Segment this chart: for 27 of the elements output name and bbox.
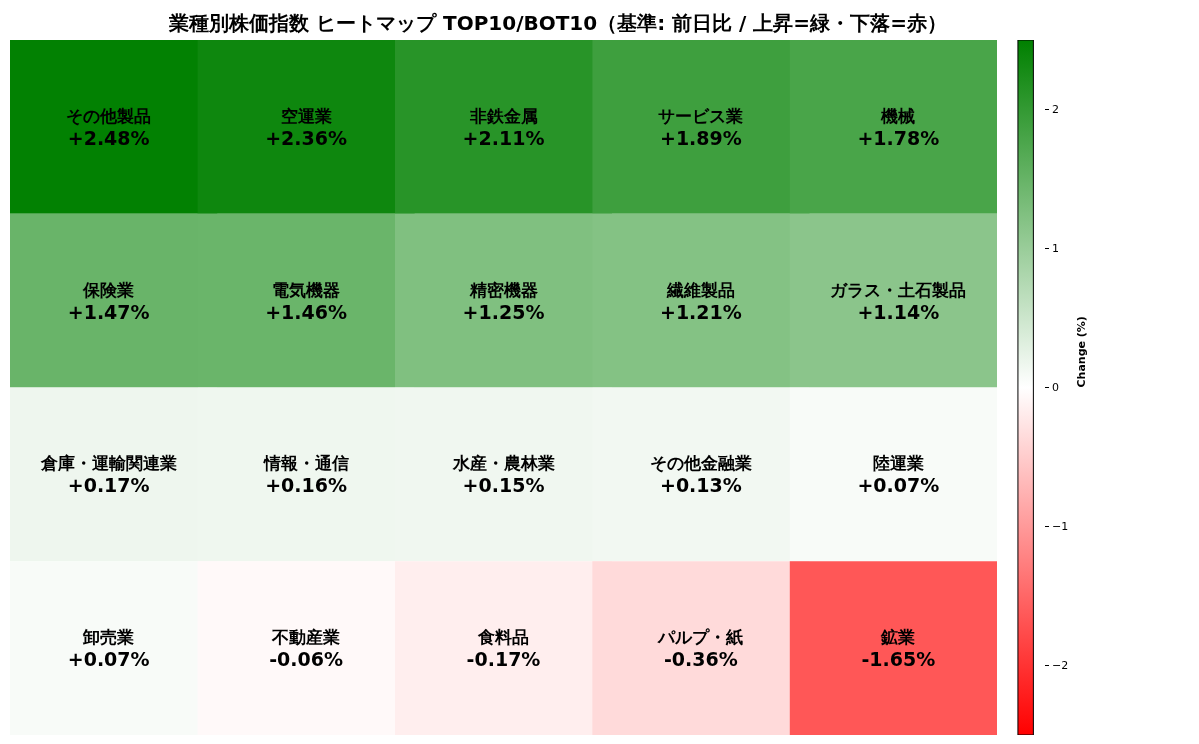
data-label: その他金融業 +0.13%	[649, 453, 752, 497]
data-label: その他製品 +2.48%	[66, 105, 152, 149]
data-label: 空運業 +2.36%	[265, 105, 348, 149]
color-bar-label: −2	[1052, 659, 1069, 672]
data-label: 食料品 -0.17%	[466, 627, 541, 671]
data-label: 機械 +1.78%	[857, 105, 940, 149]
data-label: 陸運業 +0.07%	[857, 453, 940, 497]
color-bar-label: 1	[1052, 242, 1059, 255]
color-bar-title: Change (%)	[1074, 316, 1088, 388]
color-bar-label: −1	[1052, 520, 1069, 533]
data-label: 鉱業 -1.65%	[861, 627, 936, 671]
data-label: 精密機器 +1.25%	[462, 279, 545, 323]
data-label: 水産・農林業 +0.15%	[451, 453, 555, 497]
data-label: 不動産業 -0.06%	[269, 627, 344, 671]
data-label: サービス業 +1.89%	[658, 105, 744, 149]
chart-title: 業種別株価指数 ヒートマップ TOP10/BOT10（基準: 前日比 / 上昇=緑・下落=赤）	[168, 10, 948, 37]
data-label: 情報・通信 +0.16%	[262, 453, 349, 497]
data-label: 繊維製品 +1.21%	[659, 279, 742, 323]
data-label: 卸売業 +0.07%	[67, 627, 150, 671]
data-label: 非鉄金属 +2.11%	[462, 105, 545, 149]
data-label: 倉庫・運輸関連業 +0.17%	[39, 453, 177, 497]
data-label: 保険業 +1.47%	[67, 279, 150, 323]
color-bar-label: 0	[1052, 381, 1059, 394]
color-bar-label: 2	[1052, 103, 1059, 116]
data-label: パルプ・紙 -0.36%	[657, 627, 744, 671]
data-label: 電気機器 +1.46%	[265, 279, 348, 323]
data-label: ガラス・土石製品 +1.14%	[830, 279, 967, 323]
